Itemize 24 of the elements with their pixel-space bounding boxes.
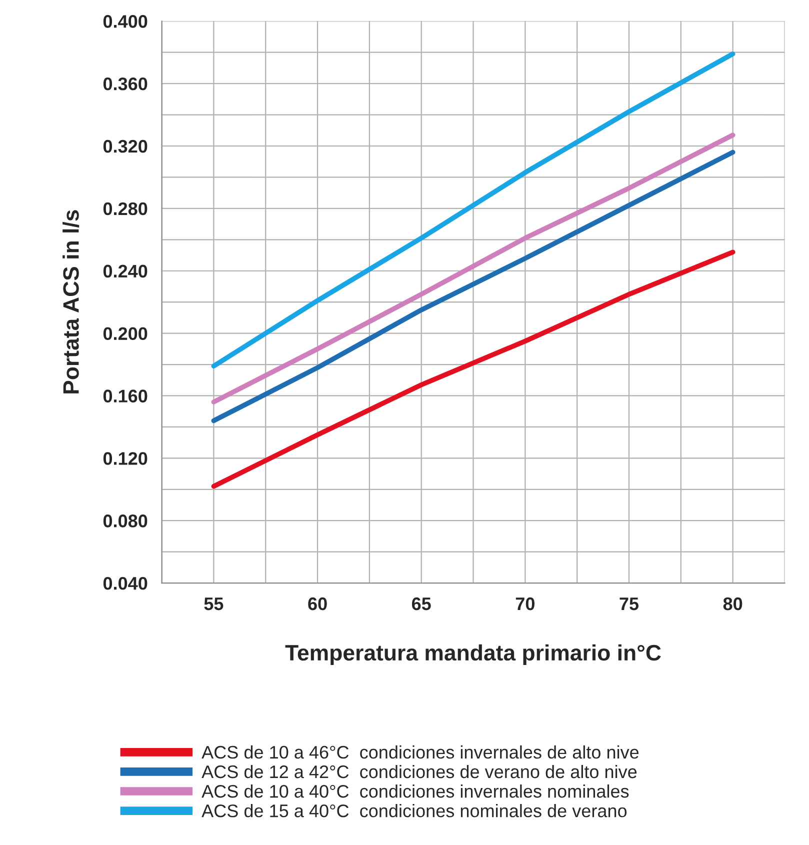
x-axis-title: Temperatura mandata primario in°C	[285, 644, 661, 666]
y-tick-label: 0.400	[103, 15, 148, 28]
y-tick-label: 0.320	[103, 140, 148, 153]
y-tick-label: 0.280	[103, 202, 148, 216]
y-tick-label: 0.360	[103, 77, 148, 90]
y-tick-label: 0.200	[103, 327, 148, 340]
y-axis-title: Portata ACS in l/s	[62, 210, 80, 394]
y-tick-label: 0.040	[103, 576, 148, 590]
x-tick-label: 65	[412, 597, 431, 610]
y-tick-label: 0.080	[103, 514, 148, 528]
x-tick-label: 70	[516, 597, 534, 610]
y-tick-label: 0.120	[103, 452, 148, 465]
legend-label: ACS de 12 a 42°C condiciones de verano de alto nive	[202, 764, 637, 778]
legend-label: ACS de 15 a 40°C condiciones nominales de verano	[202, 804, 627, 818]
x-tick-label: 60	[308, 597, 327, 610]
line-series	[211, 250, 736, 489]
y-tick-label: 0.240	[103, 264, 148, 278]
x-tick-label: 80	[723, 597, 742, 610]
y-tick-label: 0.160	[103, 390, 148, 402]
legend-label: ACS de 10 a 46°C condiciones invernales de alto nive	[202, 745, 639, 759]
x-tick-label: 75	[620, 598, 639, 610]
legend-label: ACS de 10 a 40°C condiciones invernales nominales	[202, 784, 629, 798]
x-tick-label: 55	[204, 598, 224, 610]
line-series	[211, 51, 736, 369]
